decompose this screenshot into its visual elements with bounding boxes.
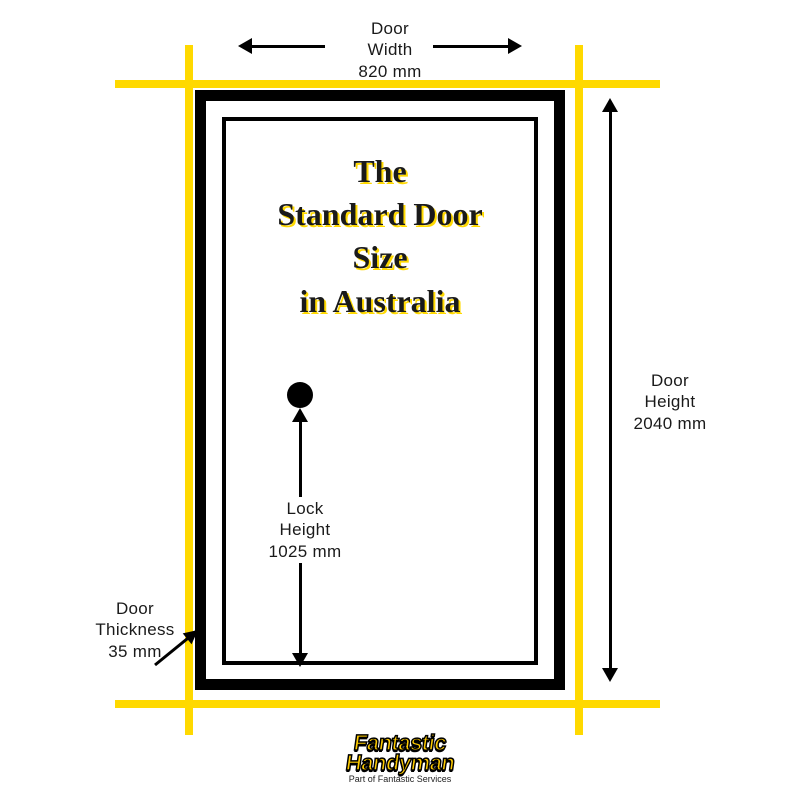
label-door-thickness: DoorThickness35 mm [85, 598, 185, 662]
brand-logo: Fantastic Handyman Part of Fantastic Ser… [300, 730, 500, 784]
logo-line2: Handyman [344, 750, 456, 776]
arrow-width-left-line [250, 45, 325, 48]
frame-line-right [575, 45, 583, 735]
arrow-lock-line-upper [299, 420, 302, 497]
door-knob [287, 382, 313, 408]
arrow-width-right-head [508, 38, 522, 54]
label-door-width: DoorWidth820 mm [345, 18, 435, 82]
arrow-height-head-bot [602, 668, 618, 682]
frame-line-left [185, 45, 193, 735]
arrow-width-left-head [238, 38, 252, 54]
arrow-width-right-line [433, 45, 510, 48]
diagram-title: TheStandard DoorSizein Australia [232, 150, 528, 323]
arrow-lock-head-bot [292, 653, 308, 667]
arrow-height-head-top [602, 98, 618, 112]
diagram-canvas: TheStandard DoorSizein Australia DoorWid… [0, 0, 800, 800]
arrow-lock-head-top [292, 408, 308, 422]
arrow-lock-line-lower [299, 563, 302, 655]
label-door-height: DoorHeight2040 mm [620, 370, 720, 434]
label-lock-height: LockHeight1025 mm [265, 498, 345, 562]
arrow-height-line [609, 110, 612, 670]
